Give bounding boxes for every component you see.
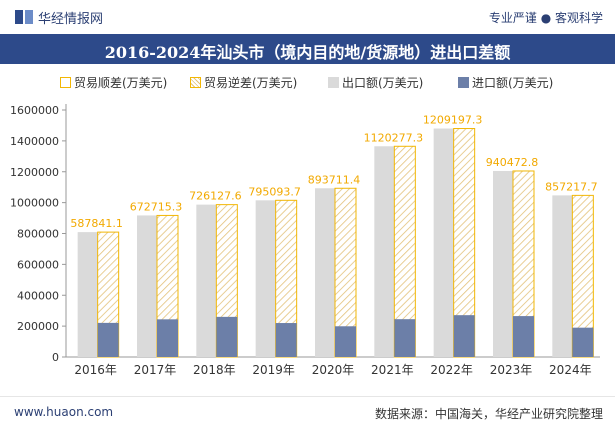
import-bar [335, 326, 356, 357]
legend-label-deficit: 贸易逆差(万美元) [204, 76, 298, 90]
surplus-value-label: 672715.3 [130, 200, 183, 213]
export-bar [196, 204, 218, 357]
legend-label-import: 进口额(万美元) [472, 76, 554, 90]
y-tick-label: 0 [52, 351, 59, 364]
legend-item-surplus: 贸易顺差(万美元) [60, 74, 167, 91]
x-tick-label: 2018年 [193, 363, 236, 377]
x-tick-label: 2021年 [371, 363, 414, 377]
y-tick-label: 1000000 [10, 197, 59, 210]
import-bar [513, 316, 534, 357]
export-bar [77, 232, 99, 357]
import-bar [453, 315, 475, 357]
export-bar [315, 188, 336, 357]
legend-swatch-surplus [60, 77, 71, 88]
export-bar [433, 128, 455, 357]
surplus-value-label: 1209197.3 [423, 114, 483, 127]
chart-legend: 贸易顺差(万美元) 贸易逆差(万美元) 出口额(万美元) 进口额(万美元) [0, 70, 615, 92]
top-bar: 华经情报网 专业严谨 ● 客观科学 [0, 0, 615, 34]
legend-item-import: 进口额(万美元) [458, 74, 553, 91]
legend-item-deficit: 贸易逆差(万美元) [190, 74, 297, 91]
value-labels: 587841.1 672715.3 726127.6 795093.7 893711.4… [70, 114, 597, 231]
brand-name: 华经情报网 [38, 12, 104, 27]
legend-swatch-import [458, 77, 469, 88]
x-tick-label: 2019年 [252, 363, 295, 377]
x-tick-label: 2023年 [490, 363, 533, 377]
export-bar [374, 146, 396, 357]
title-bar: 2016-2024年汕头市（境内目的地/货源地）进出口差额 [0, 34, 615, 64]
surplus-value-label: 857217.7 [545, 180, 598, 193]
import-bar [275, 323, 297, 357]
surplus-value-label: 940472.8 [486, 156, 539, 169]
y-tick-label: 1600000 [10, 104, 59, 117]
surplus-value-label: 1120277.3 [364, 131, 424, 144]
legend-swatch-deficit [190, 77, 201, 88]
y-tick-label: 800000 [17, 228, 59, 241]
y-tick-label: 1200000 [10, 166, 59, 179]
import-bar [572, 327, 594, 357]
import-bar [157, 319, 178, 357]
export-bar [255, 200, 277, 357]
y-tick-label: 400000 [17, 289, 59, 302]
export-bar [493, 170, 514, 357]
x-tick-label: 2017年 [134, 363, 177, 377]
surplus-value-label: 893711.4 [308, 173, 361, 186]
bars [77, 128, 594, 358]
legend-label-surplus: 贸易顺差(万美元) [74, 76, 168, 90]
y-axis: 0 200000 400000 600000 800000 1000000 1200000 1… [10, 104, 67, 364]
data-source: 数据来源：中国海关，华经产业研究院整理 [374, 407, 603, 421]
legend-swatch-export [328, 77, 339, 88]
x-axis: 2016年 2017年 2018年 2019年 2020年 2021年 2022年 2023年… [66, 356, 600, 377]
import-bar [394, 319, 416, 357]
x-tick-label: 2024年 [549, 363, 592, 377]
legend-item-export: 出口额(万美元) [328, 74, 423, 91]
bar-chart: 0 200000 400000 600000 800000 1000000 1200000 1… [10, 104, 600, 377]
huajing-logo-icon [15, 10, 33, 24]
footer: www.huaon.com 数据来源：中国海关，华经产业研究院整理 [0, 396, 615, 428]
x-tick-label: 2020年 [312, 363, 355, 377]
export-bar [137, 215, 158, 357]
import-bar [216, 316, 238, 357]
tagline: 专业严谨 ● 客观科学 [488, 11, 603, 25]
y-tick-label: 200000 [17, 320, 59, 333]
y-tick-label: 1400000 [10, 135, 59, 148]
x-tick-label: 2022年 [430, 363, 473, 377]
export-bar [552, 195, 574, 357]
chart-title: 2016-2024年汕头市（境内目的地/货源地）进出口差额 [104, 43, 511, 62]
surplus-value-label: 795093.7 [248, 185, 301, 198]
surplus-value-label: 587841.1 [70, 217, 123, 230]
x-tick-label: 2016年 [74, 363, 117, 377]
site-url: www.huaon.com [14, 405, 114, 419]
surplus-value-label: 726127.6 [189, 190, 242, 203]
legend-label-export: 出口额(万美元) [342, 76, 424, 90]
y-tick-label: 600000 [17, 258, 59, 271]
import-bar [97, 322, 119, 357]
